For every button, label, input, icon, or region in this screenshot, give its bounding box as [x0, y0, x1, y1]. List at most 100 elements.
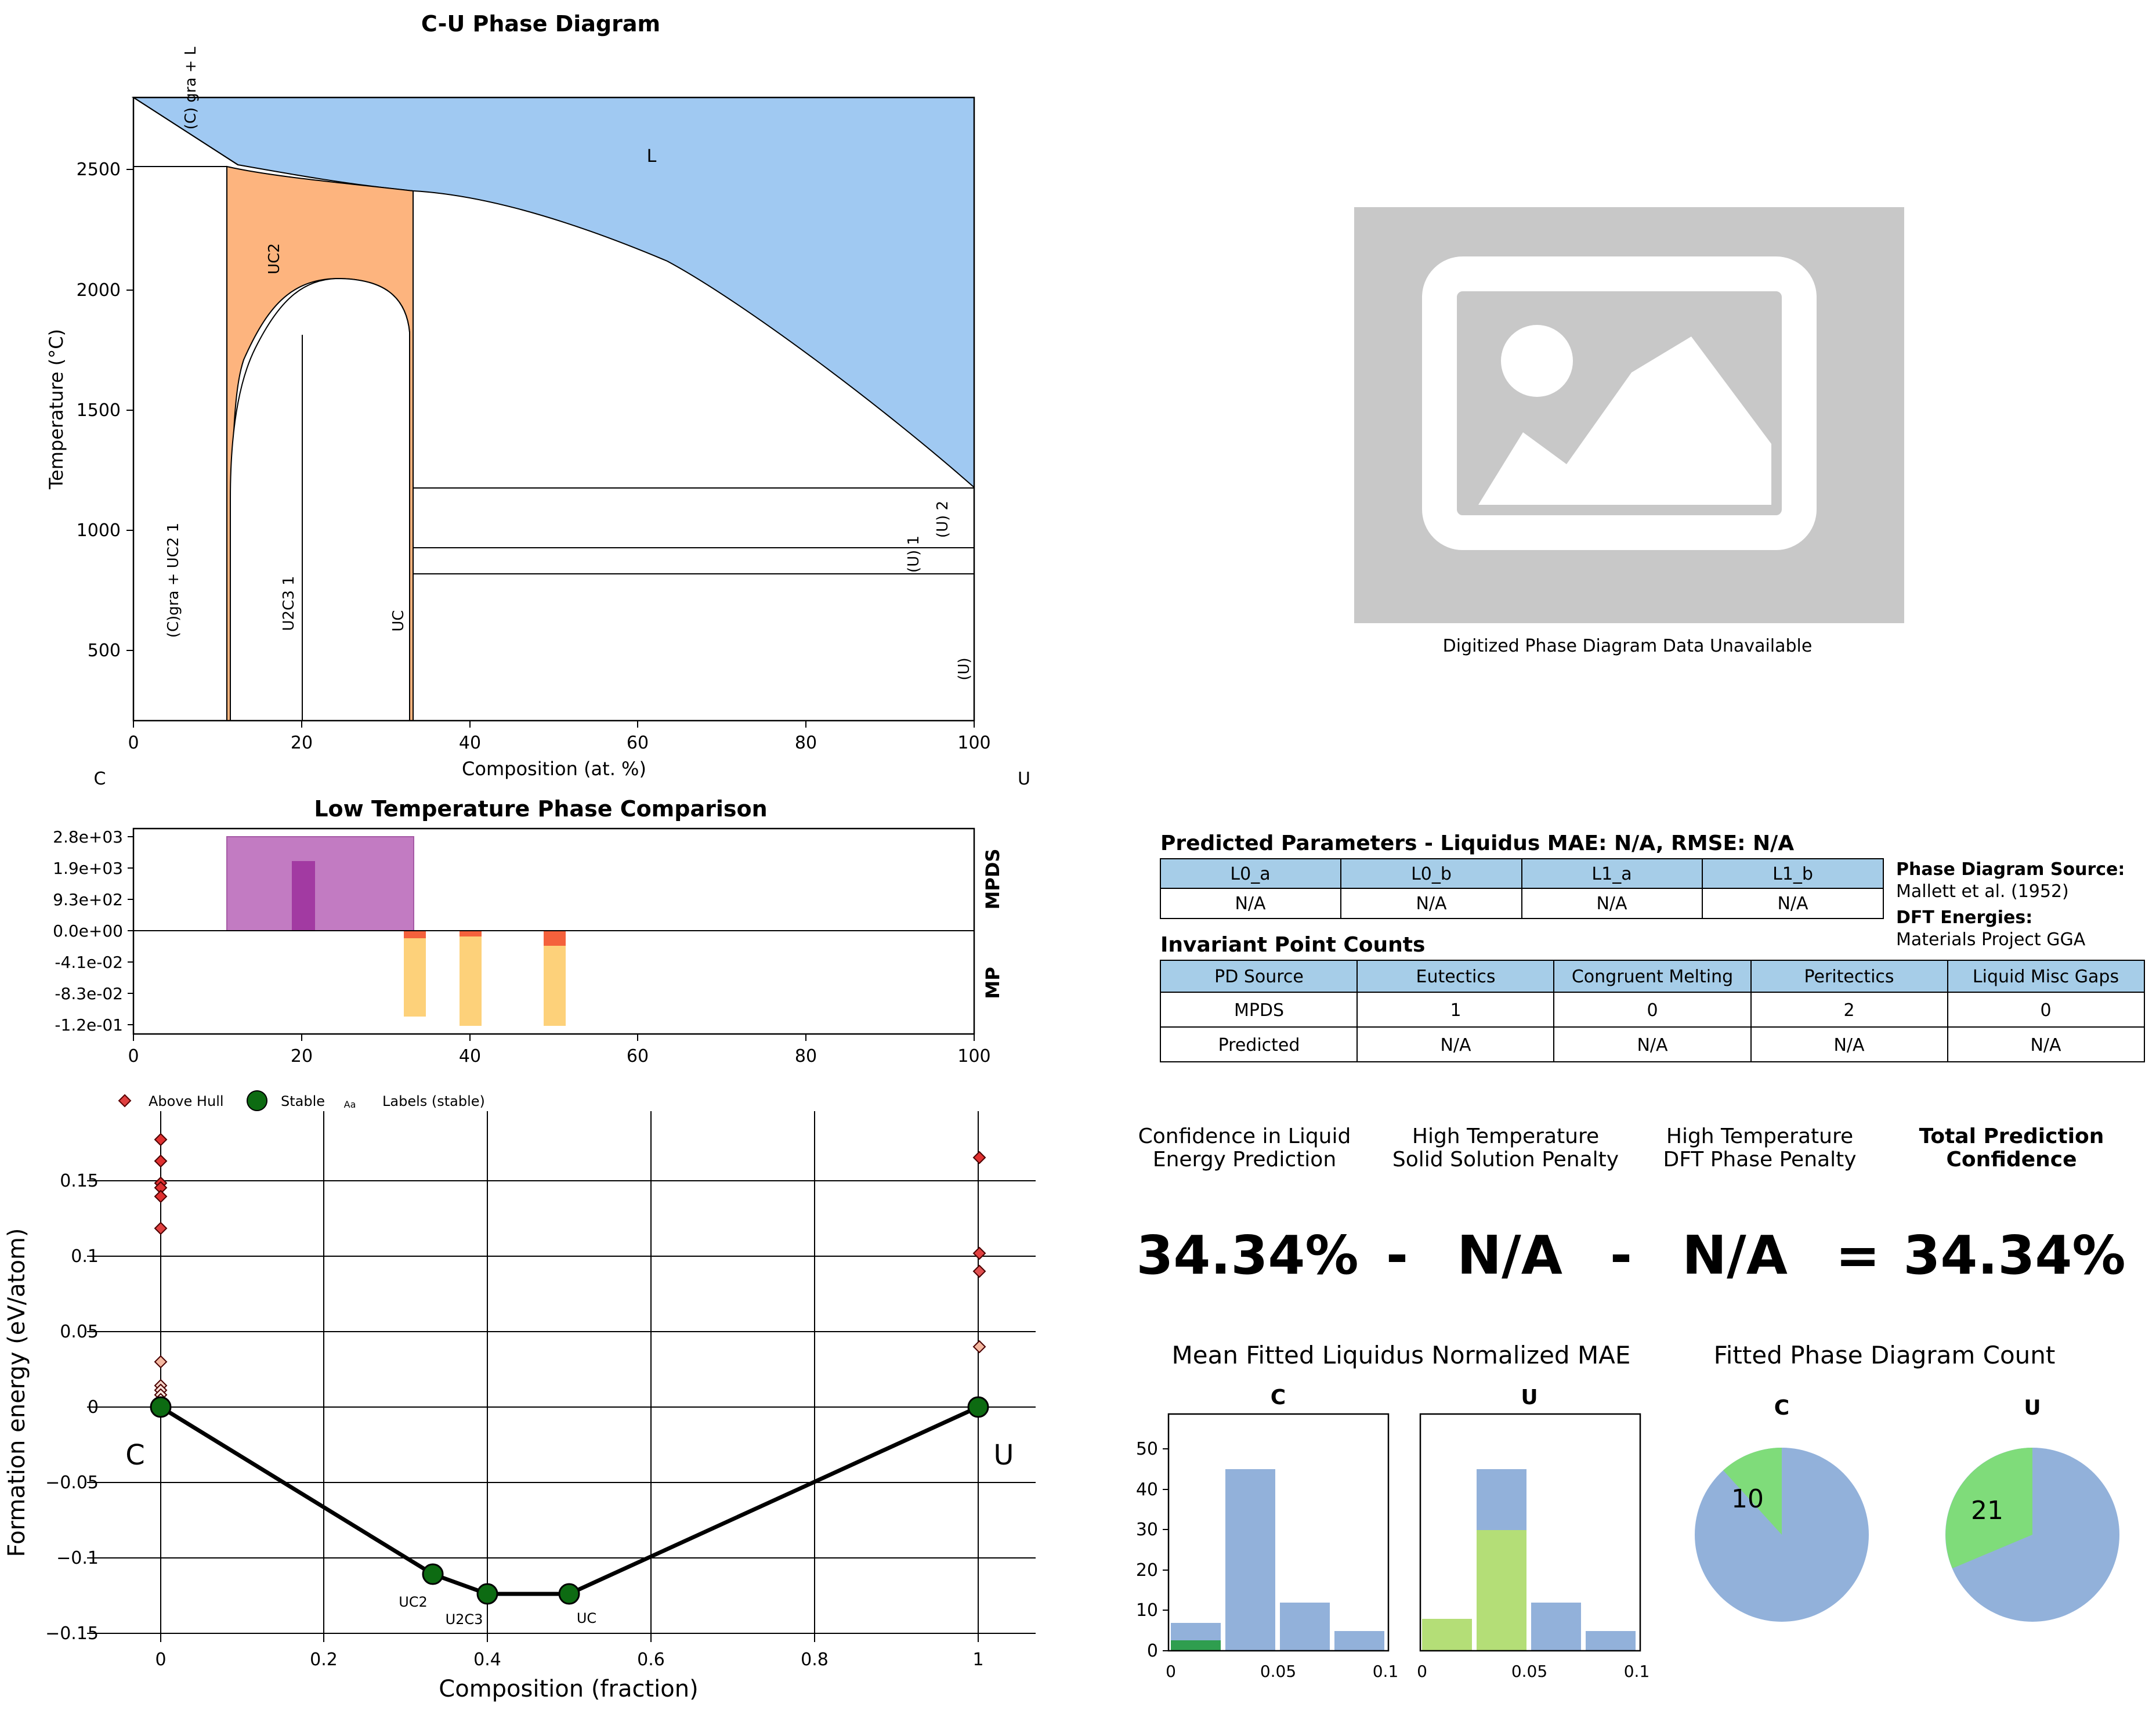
label-u1: (U) 1: [905, 536, 923, 573]
mp-bar-3-top: [544, 931, 566, 946]
convex-hull-chart: Above Hull Stable Aa Labels (stable): [3, 1090, 1036, 1702]
label-mpds: MPDS: [982, 849, 1004, 910]
hull-ytick-4: −0.05: [45, 1473, 99, 1493]
lt-ytick-6: -1.2e-01: [55, 1015, 123, 1035]
invariants-table: PD Source Eutectics Congruent Melting Pe…: [1160, 960, 2145, 1062]
count-pies: Fitted Phase Diagram Count C U 10 21: [1695, 1341, 2119, 1622]
gra-l-region-boundary: [133, 97, 238, 165]
conf-op-1: -: [1386, 1224, 1408, 1286]
phase-diagram-axes: [132, 96, 975, 722]
mae-ytick-0: 0: [1147, 1641, 1158, 1661]
pd-xtick-40: 40: [459, 733, 481, 753]
stable-point-u: [967, 1396, 989, 1418]
u2c3-inner-region: [230, 277, 410, 721]
lt-xtick-20: 20: [291, 1046, 313, 1066]
param-header-l0a: L0_a: [1230, 864, 1270, 884]
hull-legend: Above Hull Stable Aa Labels (stable): [118, 1090, 485, 1111]
mae-xticks: 0 0.05 0.1 0 0.05 0.1: [1166, 1662, 1649, 1681]
count-title: Fitted Phase Diagram Count: [1714, 1341, 2056, 1369]
inv-header-0: PD Source: [1214, 967, 1304, 987]
hist-u-bar: [1422, 1619, 1472, 1651]
conf-value-dft-penalty: N/A: [1682, 1224, 1788, 1286]
hull-line: [160, 1405, 979, 1596]
parameters-table: L0_a L0_b L1_a L1_b N/A N/A N/A N/A: [1160, 858, 1884, 919]
inv-r1-c0: Predicted: [1218, 1035, 1300, 1055]
param-header-l1a: L1_a: [1591, 864, 1632, 884]
pd-ytick-1000: 1000: [77, 520, 121, 541]
inv-header-1: Eutectics: [1416, 967, 1496, 987]
phase-diagram-xticks: 0 20 40 60 80 100: [128, 721, 991, 753]
hull-ytick-6: −0.15: [45, 1623, 99, 1644]
label-gra-uc2: (C)gra + UC2 1: [165, 523, 182, 638]
inv-r1-c2: N/A: [1637, 1035, 1668, 1055]
invariants-title: Invariant Point Counts: [1160, 933, 1425, 957]
hist-c-bar: [1334, 1631, 1384, 1651]
mae-c-axes: [1167, 1413, 1390, 1652]
hull-xticks: 0 0.2 0.4 0.6 0.8 1: [155, 1650, 983, 1670]
param-header-l1b: L1_b: [1772, 864, 1813, 884]
right-element-label: U: [1018, 769, 1030, 789]
inv-r0-c2: 0: [1647, 1000, 1658, 1021]
lt-ytick-2: 9.3e+02: [53, 890, 123, 909]
conf-header-2a: High Temperature: [1412, 1124, 1599, 1148]
conf-op-3: =: [1835, 1224, 1880, 1286]
inv-header-3: Peritectics: [1804, 967, 1894, 987]
phase-diagram-xlabel: Composition (at. %): [462, 758, 646, 780]
liquid-region: [131, 97, 975, 489]
parameter-tables: Predicted Parameters - Liquidus MAE: N/A…: [1160, 831, 2145, 1062]
conf-header-1a: Confidence in Liquid: [1138, 1124, 1351, 1148]
mp-bar-2-top: [460, 931, 482, 936]
hull-ytick-2: 0.05: [60, 1322, 99, 1342]
dft-source-value: Materials Project GGA: [1896, 930, 2086, 950]
pd-xtick-60: 60: [627, 733, 649, 753]
pie-u-title: U: [2024, 1396, 2041, 1420]
lt-xtick-80: 80: [795, 1046, 817, 1066]
lt-ytick-5: -8.3e-02: [55, 984, 123, 1003]
hull-ytick-1: 0.1: [71, 1246, 99, 1267]
mae-c-title: C: [1271, 1386, 1286, 1409]
mae-c-xtick-0: 0: [1166, 1662, 1176, 1681]
mae-ytick-50: 50: [1136, 1439, 1158, 1459]
hist-u-bar: [1531, 1603, 1581, 1651]
label-mp: MP: [982, 967, 1004, 999]
confidence-equation: Confidence in Liquid Energy Prediction H…: [1136, 1124, 2125, 1286]
mae-ytick-30: 30: [1136, 1520, 1158, 1540]
label-u: (U): [956, 657, 973, 680]
pd-source-label: Phase Diagram Source:: [1896, 859, 2125, 880]
placeholder-frame: [1422, 256, 1817, 550]
lt-ytick-1: 1.9e+03: [53, 859, 123, 878]
mpds-bar-dark: [292, 861, 315, 931]
phase-diagram-ylabel: Temperature (°C): [45, 329, 67, 490]
phase-diagram-title: C-U Phase Diagram: [421, 11, 660, 37]
mae-u-axes: [1419, 1413, 1641, 1652]
hull-xtick-1: 0.2: [310, 1650, 338, 1670]
mae-histograms: Mean Fitted Liquidus Normalized MAE C U: [1136, 1341, 1649, 1681]
hull-yticks: 0.15 0.1 0.05 0 −0.05 −0.1 −0.15: [45, 1171, 99, 1644]
lt-ytick-3: 0.0e+00: [53, 921, 123, 941]
above-hull-point: [154, 1221, 168, 1235]
lt-xtick-60: 60: [627, 1046, 649, 1066]
hull-grid: [87, 1111, 1036, 1642]
above-hull-point: [972, 1246, 986, 1260]
above-hull-point: [972, 1264, 986, 1278]
mae-u-xtick-1: 0.05: [1511, 1662, 1547, 1681]
label-gra-l: (C) gra + L: [182, 46, 200, 129]
pd-ytick-1500: 1500: [77, 400, 121, 421]
stable-point-uc2: [422, 1563, 444, 1585]
legend-stable-label: Stable: [281, 1093, 325, 1109]
mae-c-xtick-2: 0.1: [1373, 1662, 1399, 1681]
label-u2c3: U2C3 1: [280, 576, 298, 631]
mae-u-title: U: [1521, 1386, 1538, 1409]
lt-ytick-4: -4.1e-02: [55, 953, 123, 972]
pd-xtick-20: 20: [291, 733, 313, 753]
inv-r0-c3: 2: [1843, 1000, 1854, 1021]
stable-point-u2c3: [476, 1583, 498, 1605]
conf-value-total: 34.34%: [1903, 1224, 2125, 1286]
pie-u: 21: [1945, 1448, 2119, 1622]
hist-c-bar-green: [1171, 1640, 1221, 1651]
inv-r0-c0: MPDS: [1234, 1000, 1284, 1021]
stable-label-u2c3: U2C3: [446, 1611, 483, 1628]
lt-xtick-100: 100: [957, 1046, 990, 1066]
above-hull-point: [972, 1340, 986, 1354]
label-u2: (U) 2: [934, 501, 952, 538]
